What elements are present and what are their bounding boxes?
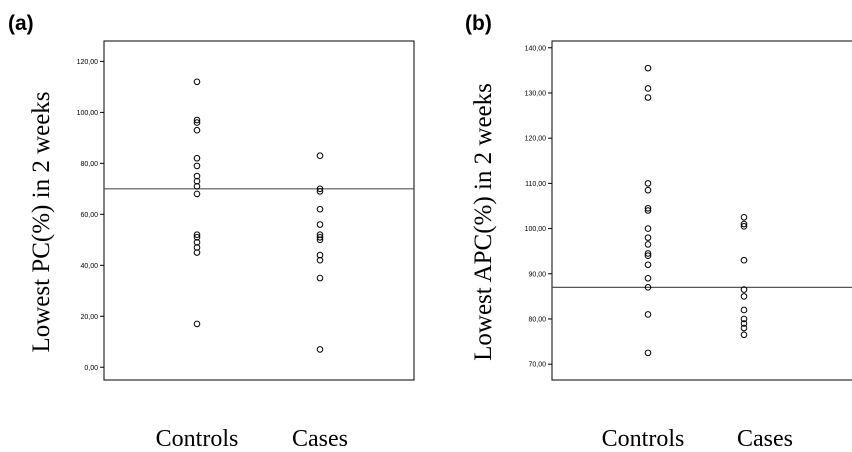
panel-b-x-category-cases: Cases	[737, 426, 793, 452]
panel-a-point-cases	[316, 188, 324, 195]
panel-a-marks	[104, 78, 414, 353]
panel-b-point-controls	[644, 94, 652, 101]
panel-b-marks	[552, 64, 852, 357]
panel-a-point-controls	[193, 172, 201, 180]
panel-b-y-tick-label: 90,00	[528, 271, 546, 278]
panel-a-y-axis-label: Lowest PC(%) in 2 weeks	[28, 91, 55, 352]
panel-b-plot-frame	[551, 40, 852, 381]
panel-b-point-controls	[644, 349, 652, 357]
panel-a-y-tick-label: 20,00	[80, 314, 98, 321]
panel-a-point-cases	[316, 185, 324, 193]
panel-b-point-controls	[644, 275, 652, 282]
panel-a-point-cases	[316, 236, 324, 244]
panel-a-plot-frame	[103, 40, 415, 381]
panel-a-point-cases	[316, 251, 324, 259]
panel-b-y-tick-label: 100,00	[525, 226, 547, 233]
panel-a-y-tick-label: 80,00	[80, 161, 98, 168]
panel-b: (b) Lowest APC(%) in 2 weeks 70,00 80,00 9…	[465, 12, 852, 452]
panel-b-point-controls	[644, 85, 652, 92]
panel-b-point-controls	[644, 234, 652, 241]
panel-a-x-category-cases: Cases	[292, 426, 348, 452]
panel-b-letter: (b)	[465, 12, 492, 35]
panel-b-point-cases	[740, 220, 748, 228]
panel-b-x-category-controls: Controls	[602, 426, 685, 452]
panel-a-point-cases	[316, 256, 324, 264]
panel-a-point-cases	[316, 233, 324, 241]
panel-b-point-cases	[740, 286, 748, 293]
panel-a-point-controls	[193, 126, 201, 134]
panel-b-point-controls	[644, 284, 652, 291]
panel-b-point-controls	[644, 311, 652, 318]
panel-b-point-controls	[644, 180, 652, 187]
panel-b-y-tick-label: 70,00	[528, 362, 546, 369]
panel-b-point-cases	[740, 293, 748, 300]
panel-b-point-controls	[644, 252, 652, 259]
panel-a-point-controls	[193, 190, 201, 198]
panel-a-letter: (a)	[8, 12, 34, 35]
panel-a-point-cases	[316, 231, 324, 239]
panel-b-point-controls	[644, 204, 652, 212]
panel-b-point-cases	[740, 223, 748, 230]
panel-a-point-controls	[193, 233, 201, 241]
panel-a-y-tick-label: 60,00	[80, 212, 98, 219]
panel-b-y-tick-label: 80,00	[528, 316, 546, 323]
panel-a-point-cases	[316, 152, 324, 159]
panel-b-y-tick-label: 130,00	[525, 90, 547, 97]
panel-a-point-cases	[316, 205, 324, 213]
panel-b-y-ticks: 70,00 80,00 90,00 100,00 110,00 120,00 130,00 1…	[525, 45, 552, 369]
panel-b-y-axis-label: Lowest APC(%) in 2 weeks	[470, 83, 497, 361]
panel-a: (a) Lowest PC(%) in 2 weeks 0,00 20,00 40,…	[8, 12, 415, 452]
panel-b-point-cases	[740, 331, 748, 339]
panel-a-y-tick-label: 100,00	[77, 110, 99, 117]
panel-a-y-ticks: 0,00 20,00 40,00 60,00 80,00 100,00 120,00	[77, 59, 104, 372]
panel-a-point-controls	[193, 239, 201, 246]
panel-a-point-controls	[193, 177, 201, 185]
panel-a-point-controls	[193, 119, 201, 126]
panel-b-point-controls	[644, 261, 652, 269]
panel-b-point-cases	[740, 256, 748, 264]
panel-b-point-cases	[740, 213, 748, 221]
panel-a-point-controls	[193, 116, 201, 124]
panel-b-y-tick-label: 120,00	[525, 136, 547, 143]
panel-a-point-controls	[193, 182, 201, 190]
panel-a-point-controls	[193, 162, 201, 170]
panel-b-point-cases	[740, 315, 748, 323]
panel-b-point-controls	[644, 250, 652, 257]
panel-a-y-tick-label: 0,00	[84, 365, 98, 372]
panel-a-point-controls	[193, 244, 201, 251]
panel-a-point-controls	[193, 231, 201, 239]
panel-b-point-controls	[644, 64, 652, 72]
panel-a-point-cases	[316, 274, 324, 282]
panel-a-point-controls	[193, 154, 201, 162]
panel-b-point-controls	[644, 186, 652, 194]
panel-b-y-tick-label: 110,00	[525, 181, 546, 188]
panel-a-point-controls	[193, 78, 201, 86]
panel-a-y-tick-label: 120,00	[77, 59, 99, 66]
panel-a-y-tick-label: 40,00	[80, 263, 98, 270]
panel-b-point-controls	[644, 225, 652, 232]
panel-a-point-cases	[316, 221, 324, 228]
panel-b-point-controls	[644, 241, 652, 248]
panel-a-x-category-controls: Controls	[156, 426, 239, 452]
panel-b-point-controls	[644, 207, 652, 214]
panel-b-point-cases	[740, 320, 748, 327]
panel-a-point-cases	[316, 346, 324, 353]
panel-b-point-cases	[740, 306, 748, 314]
panel-b-y-tick-label: 140,00	[525, 45, 547, 52]
panel-a-point-controls	[193, 320, 201, 328]
panel-a-point-controls	[193, 249, 201, 256]
panel-b-point-cases	[740, 324, 748, 332]
